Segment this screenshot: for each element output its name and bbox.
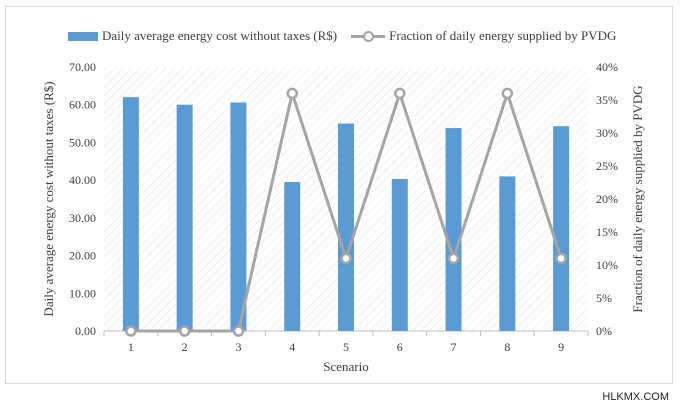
left-y-tick-label: 70.00 [69, 60, 96, 74]
bar [284, 182, 301, 331]
legend-item-pvdg: Fraction of daily energy supplied by PVD… [351, 28, 616, 44]
right-y-tick-label: 15% [596, 225, 618, 239]
left-y-tick-label: 30.00 [69, 211, 96, 225]
pvdg-marker [501, 87, 514, 100]
pvdg-marker [125, 325, 137, 337]
chart-svg: 0.00 10.00 20.00 30.00 40.00 50.00 60.00 70.00 0… [41, 60, 645, 374]
bar [391, 179, 408, 331]
left-y-tick-label: 60.00 [69, 98, 96, 112]
x-tick-label: 5 [343, 340, 349, 354]
x-tick-label: 8 [504, 340, 510, 354]
x-tick-label: 7 [451, 340, 457, 354]
left-y-tick-label: 40.00 [69, 173, 96, 187]
bar [499, 176, 516, 331]
right-y-tick-label: 40% [596, 60, 618, 74]
axes: 0.00 10.00 20.00 30.00 40.00 50.00 60.00 70.00 0… [69, 60, 618, 354]
legend-bar-swatch [68, 31, 98, 41]
bar [338, 123, 354, 331]
watermark: HLKMX.COM [602, 391, 669, 403]
legend-label-pvdg: Fraction of daily energy supplied by PVD… [389, 28, 617, 43]
bar [230, 102, 247, 331]
pvdg-marker [447, 252, 460, 265]
bar [553, 126, 570, 331]
left-y-tick-label: 50.00 [69, 135, 96, 149]
right-y-tick-label: 20% [596, 192, 618, 206]
legend-item-cost: Daily average energy cost without taxes … [68, 28, 337, 44]
bar [445, 128, 462, 331]
right-axis-title: Fraction of daily energy supplied by PVD… [630, 85, 645, 312]
line-series [125, 87, 567, 337]
pvdg-marker [232, 325, 245, 337]
pvdg-marker [340, 252, 352, 265]
chart-frame: 0.00 10.00 20.00 30.00 40.00 50.00 60.00 70.00 0… [5, 6, 673, 384]
legend-line-swatch [351, 30, 386, 42]
pvdg-marker [555, 252, 567, 265]
x-tick-label: 6 [397, 340, 403, 354]
right-y-tick-label: 30% [596, 126, 618, 140]
x-tick-label: 1 [128, 340, 134, 354]
x-tick-label: 4 [289, 340, 295, 354]
bar [122, 97, 139, 332]
right-y-tick-label: 35% [596, 93, 618, 107]
right-y-tick-label: 5% [596, 291, 612, 305]
right-y-tick-label: 25% [596, 159, 618, 173]
bar [176, 104, 193, 331]
axis-labels: Scenario Daily average energy cost witho… [41, 81, 645, 374]
bar-series [122, 97, 570, 332]
left-y-tick-label: 10.00 [69, 286, 96, 300]
legend-label-cost: Daily average energy cost without taxes … [102, 28, 338, 43]
left-axis-title: Daily average energy cost without taxes … [41, 81, 56, 316]
right-y-tick-label: 10% [596, 258, 618, 272]
right-y-tick-label: 0% [596, 324, 612, 338]
x-tick-label: 9 [558, 340, 564, 354]
legend: Daily average energy cost without taxes … [68, 28, 630, 44]
x-tick-label: 2 [182, 340, 188, 354]
x-tick-label: 3 [235, 340, 241, 354]
pvdg-marker [286, 87, 298, 100]
x-axis-title: Scenario [323, 359, 368, 374]
left-y-tick-label: 20.00 [69, 249, 96, 263]
pvdg-marker [178, 325, 191, 337]
left-y-tick-label: 0.00 [75, 324, 96, 338]
pvdg-marker [394, 87, 406, 100]
